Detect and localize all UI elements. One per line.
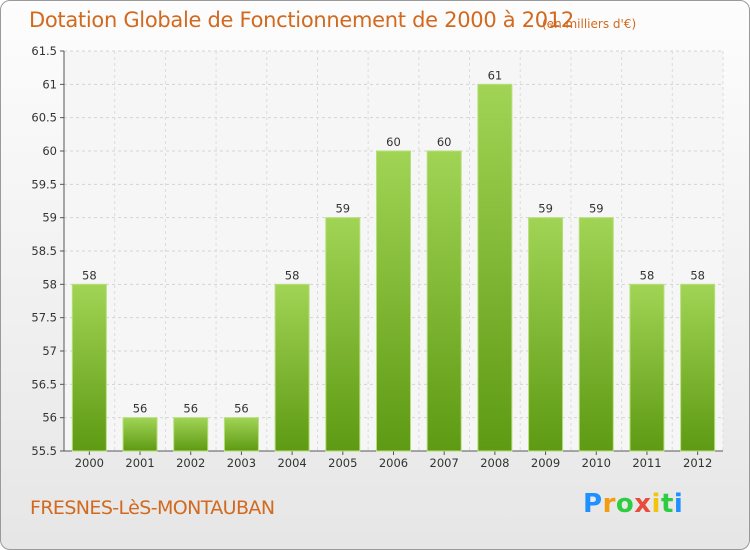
logo-letter: i (673, 489, 684, 519)
chart-title: Dotation Globale de Fonctionnement de 20… (29, 8, 574, 32)
commune-name: FRESNES-LèS-MONTAUBAN (30, 497, 275, 519)
x-tick-label: 2008 (480, 456, 509, 470)
bar (274, 283, 310, 452)
bar-value-label: 58 (82, 268, 97, 282)
label-layer: 58 2000 56 2001 56 2002 56 2003 58 2004 59 2005 60 20… (75, 68, 713, 470)
logo-letter: r (602, 489, 616, 519)
bar (629, 283, 665, 452)
logo-letter: P (583, 489, 603, 519)
bar-value-label: 58 (690, 268, 705, 282)
y-tick-label: 59.5 (31, 177, 57, 191)
bar-value-label: 56 (234, 402, 249, 416)
y-tick-label: 60.5 (31, 111, 57, 125)
x-tick-label: 2004 (277, 456, 306, 470)
y-tick-label: 59 (42, 211, 57, 225)
x-tick-label: 2002 (176, 456, 205, 470)
y-tick-label: 60 (42, 144, 57, 158)
bar (528, 217, 564, 452)
bar-value-label: 59 (589, 202, 604, 216)
y-tick-label: 55.5 (31, 444, 57, 458)
x-tick-label: 2005 (328, 456, 357, 470)
x-tick-label: 2001 (125, 456, 154, 470)
bar (376, 150, 411, 452)
bar (71, 283, 107, 452)
x-tick-label: 2009 (531, 456, 560, 470)
y-tick-label: 58.5 (31, 244, 57, 258)
x-tick-label: 2003 (227, 456, 256, 470)
bar-value-label: 60 (437, 135, 452, 149)
logo-letter: t (660, 489, 674, 519)
bar (578, 217, 614, 452)
y-tick-label: 61 (42, 77, 57, 91)
logo-letter: i (651, 489, 661, 519)
bar (680, 283, 716, 452)
logo-letter: o (615, 489, 635, 519)
bar-value-label: 56 (183, 402, 198, 416)
x-tick-label: 2012 (683, 456, 712, 470)
bar (173, 417, 209, 452)
logo-letter: x (634, 489, 652, 519)
x-tick-label: 2011 (632, 456, 661, 470)
bar-value-label: 59 (538, 202, 553, 216)
bar-layer (71, 83, 716, 452)
x-tick-label: 2010 (582, 456, 611, 470)
bar-value-label: 61 (488, 68, 503, 82)
y-tick-label: 56 (42, 411, 57, 425)
bar (223, 417, 259, 452)
y-tick-label: 58 (42, 277, 57, 291)
bar-value-label: 58 (285, 268, 300, 282)
bar (325, 217, 361, 452)
y-tick-label: 57.5 (31, 311, 57, 325)
x-tick-label: 2006 (379, 456, 408, 470)
bar-value-label: 56 (133, 402, 148, 416)
bar-value-label: 60 (386, 135, 401, 149)
bar (477, 83, 513, 452)
bar (426, 150, 462, 452)
bar-value-label: 59 (335, 202, 350, 216)
x-tick-label: 2007 (430, 456, 459, 470)
y-tick-label: 61.5 (31, 44, 57, 58)
chart-unit: (en milliers d'€) (542, 17, 637, 31)
bar-value-label: 58 (640, 268, 655, 282)
bar (122, 417, 158, 452)
y-tick-label: 57 (42, 344, 57, 358)
x-tick-label: 2000 (75, 456, 104, 470)
y-tick-label: 56.5 (31, 377, 57, 391)
proxiti-logo[interactable]: Proxiti (583, 489, 683, 519)
